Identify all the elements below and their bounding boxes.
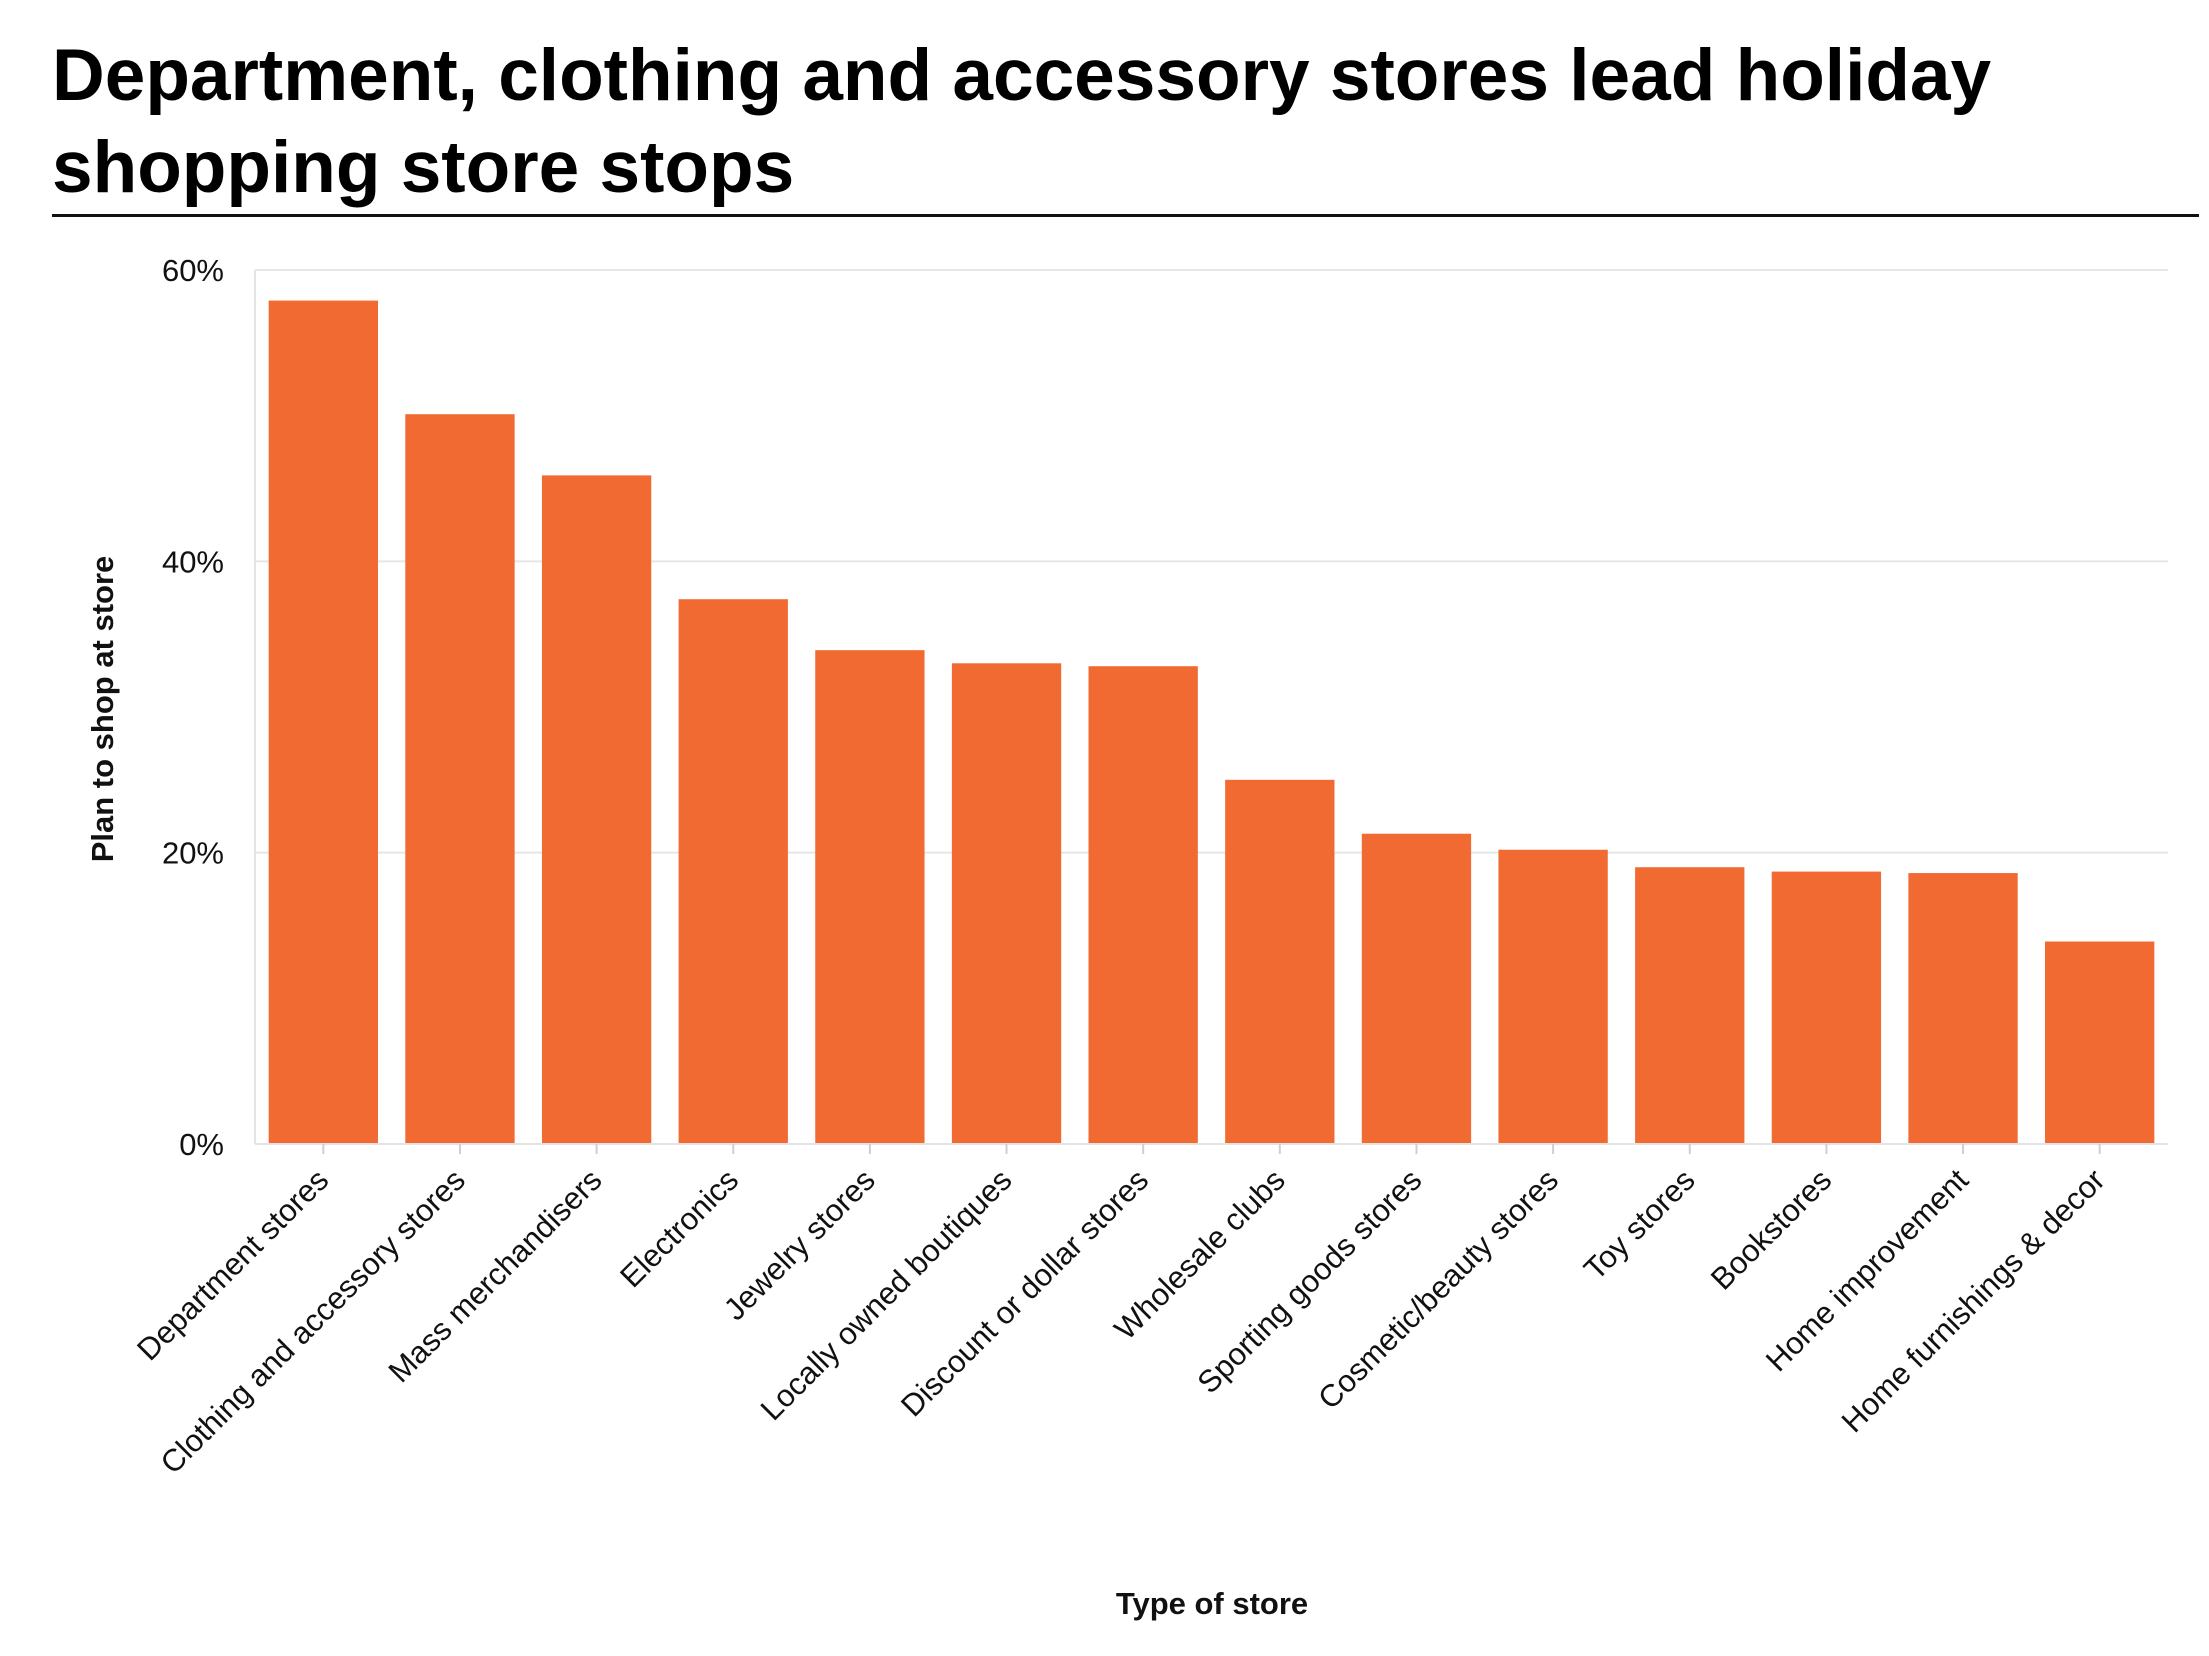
bar [1088, 666, 1198, 1144]
bar [541, 475, 652, 1144]
y-tick-label: 0% [179, 1127, 224, 1162]
bars [268, 300, 2155, 1145]
axes [254, 270, 2168, 1154]
bar [1771, 871, 1882, 1144]
x-tick-label: Sporting goods stores [1190, 1162, 1428, 1400]
title-divider [52, 214, 2199, 217]
x-tick-label: Electronics [613, 1162, 745, 1294]
y-tick-label: 40% [162, 544, 224, 579]
x-tick-label: Cosmetic/beauty stores [1311, 1162, 1565, 1416]
bar [1361, 833, 1472, 1144]
bar [2045, 941, 2155, 1144]
chart-title: Department, clothing and accessory store… [52, 35, 1992, 208]
bar [1635, 867, 1745, 1144]
bar [1908, 873, 2018, 1144]
y-tick-label: 60% [162, 253, 224, 288]
bar [1225, 779, 1335, 1144]
x-tick-label: Bookstores [1704, 1162, 1838, 1296]
x-tick-label: Home furnishings & decor [1835, 1162, 2112, 1439]
bar [1498, 849, 1608, 1144]
bar [815, 650, 925, 1144]
y-axis-title: Plan to shop at store [85, 556, 120, 863]
bar [268, 300, 378, 1145]
bar [951, 663, 1062, 1144]
y-tick-label: 20% [162, 836, 224, 871]
y-axis-tick-labels: 0% 20% 40% 60% [162, 253, 224, 1162]
x-tick-label: Discount or dollar stores [894, 1162, 1155, 1423]
bar [405, 414, 515, 1145]
x-tick-label: Locally owned boutiques [754, 1162, 1019, 1427]
bar [678, 599, 788, 1144]
x-tick-label: Toy stores [1577, 1162, 1702, 1287]
x-axis-title: Type of store [1116, 1586, 1308, 1621]
